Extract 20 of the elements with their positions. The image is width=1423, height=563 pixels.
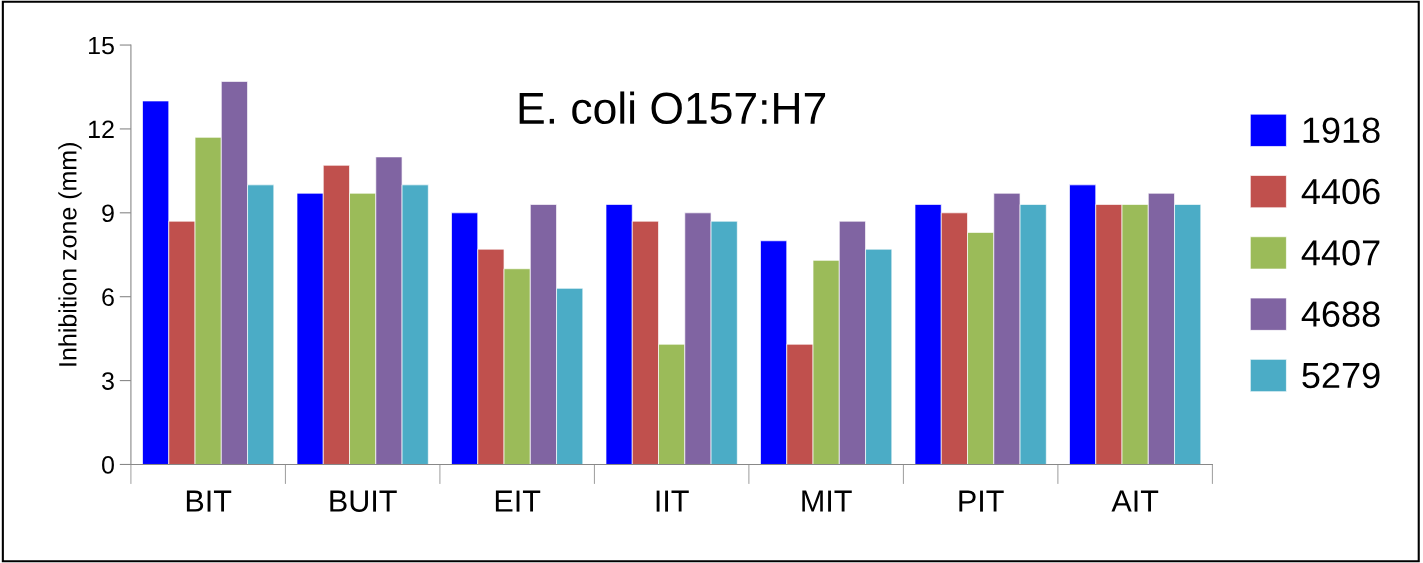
legend-label: 1918: [1303, 117, 1380, 144]
x-tick-label: IIT: [656, 490, 689, 512]
y-tick-label: 3: [101, 372, 114, 390]
legend-label: 4406: [1301, 178, 1380, 205]
legend-label: 5279: [1302, 362, 1380, 389]
y-tick-label: 0: [102, 456, 114, 474]
y-axis-title: Inhibition zone (mm): [58, 143, 82, 366]
y-tick-label: 12: [89, 120, 114, 138]
x-tick-label: BUIT: [330, 490, 397, 512]
y-tick-label: 15: [89, 36, 114, 55]
y-tick-label: 9: [102, 204, 114, 223]
x-tick-label: PIT: [959, 490, 1004, 512]
legend-label: 4407: [1301, 240, 1380, 266]
y-tick-label: 6: [102, 288, 114, 307]
text: E. coli O157:H7: [519, 91, 826, 125]
legend-label: 4688: [1301, 301, 1380, 327]
x-tick-label: MIT: [802, 490, 852, 512]
x-tick-label: EIT: [495, 490, 541, 512]
x-tick-label: AIT: [1111, 490, 1159, 512]
x-tick-label: BIT: [186, 490, 232, 512]
